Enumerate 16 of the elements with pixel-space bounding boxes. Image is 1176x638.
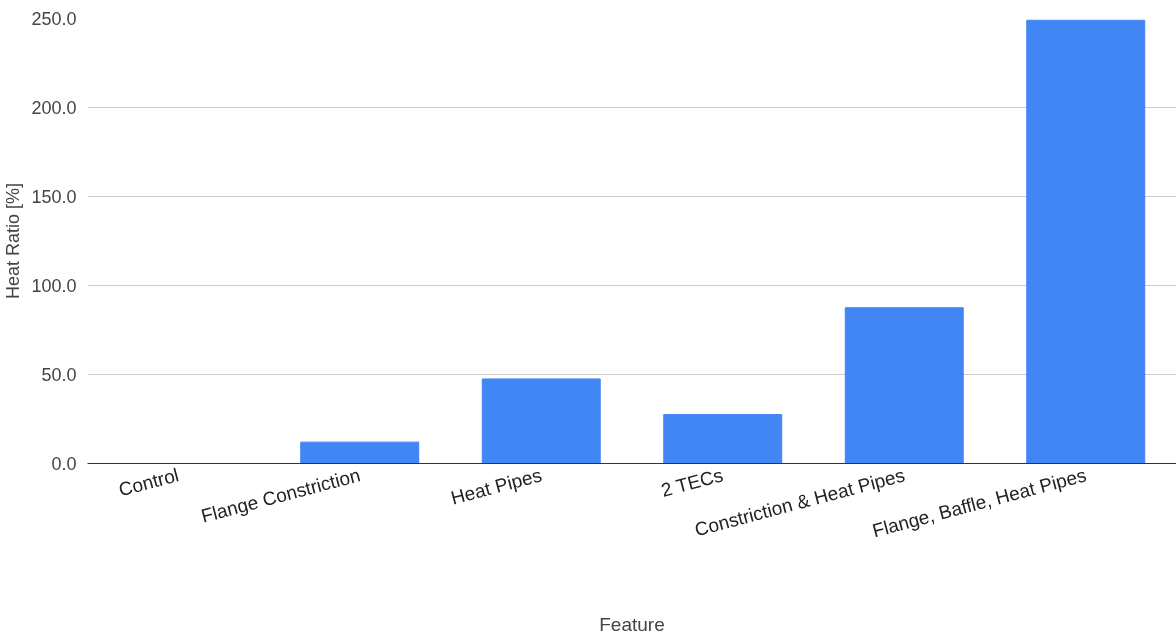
bar [481,378,601,464]
bar [300,441,420,464]
x-axis-title: Feature [599,614,665,636]
y-tick-label: 150.0 [31,187,77,207]
x-tick-label: Heat Pipes [448,464,544,509]
bar [844,307,964,464]
x-tick-label: 2 TECs [658,464,726,501]
y-axis-title: Heat Ratio [%] [3,182,24,300]
y-tick-label: 50.0 [41,365,77,385]
bar [663,414,783,464]
y-tick-label: 250.0 [31,9,77,29]
x-tick-label: Control [116,464,181,501]
y-tick-label: 200.0 [31,98,77,118]
bar [1026,19,1146,464]
y-tick-label: 100.0 [31,276,77,296]
y-tick-label: 0.0 [51,454,77,474]
